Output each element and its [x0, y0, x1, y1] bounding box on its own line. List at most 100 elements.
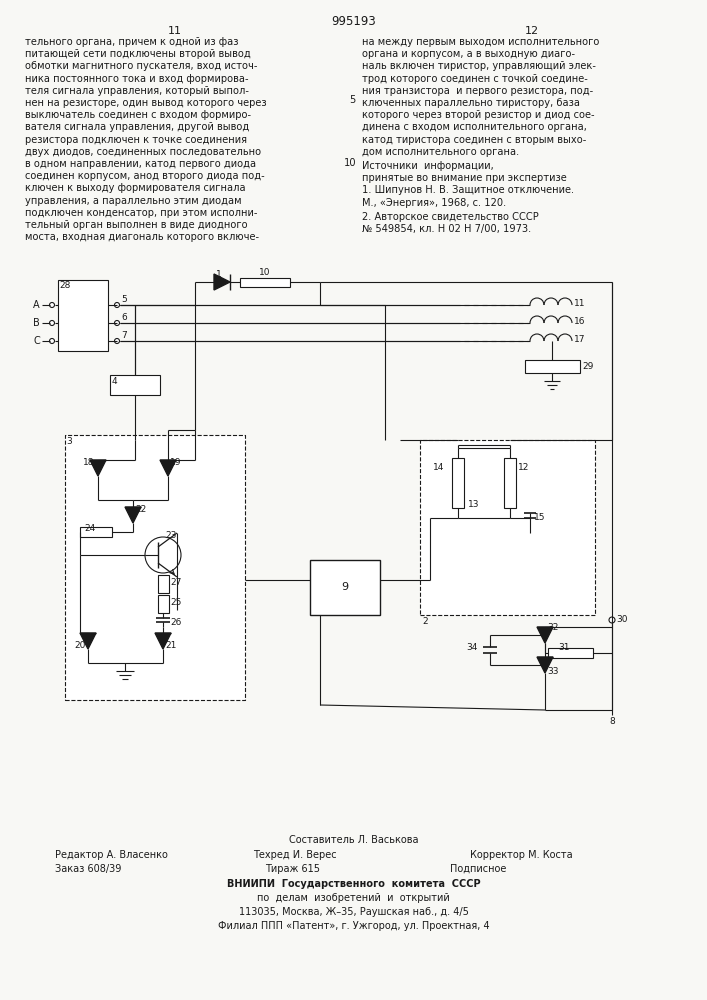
Text: Источники  информации,: Источники информации, [362, 161, 493, 171]
Bar [110, 375, 160, 395]
Circle shape [115, 338, 119, 344]
Text: 32: 32 [547, 623, 559, 632]
Text: 2: 2 [422, 617, 428, 626]
Polygon shape [160, 460, 176, 476]
Circle shape [609, 617, 615, 623]
Text: 10: 10 [259, 268, 271, 277]
Text: 2. Авторское свидетельство СССР: 2. Авторское свидетельство СССР [362, 212, 539, 222]
Text: тельного органа, причем к одной из фаз: тельного органа, причем к одной из фаз [25, 37, 238, 47]
Text: 15: 15 [534, 513, 546, 522]
Text: вателя сигнала управления, другой вывод: вателя сигнала управления, другой вывод [25, 122, 250, 132]
Text: 20: 20 [75, 641, 86, 650]
Polygon shape [125, 507, 141, 523]
Text: Составитель Л. Васькова: Составитель Л. Васькова [288, 835, 419, 845]
Text: Корректор М. Коста: Корректор М. Коста [470, 850, 573, 860]
Bar [240, 278, 290, 287]
Text: управления, а параллельно этим диодам: управления, а параллельно этим диодам [25, 196, 242, 206]
Text: 3: 3 [66, 437, 71, 446]
Text: тельный орган выполнен в виде диодного: тельный орган выполнен в виде диодного [25, 220, 247, 230]
Text: 1: 1 [216, 270, 222, 279]
Text: 9: 9 [341, 582, 349, 592]
Text: 28: 28 [59, 281, 71, 290]
Text: Подписное: Подписное [450, 864, 506, 874]
Text: на между первым выходом исполнительного: на между первым выходом исполнительного [362, 37, 600, 47]
Text: 31: 31 [558, 643, 570, 652]
Polygon shape [214, 274, 230, 290]
Text: 26: 26 [170, 618, 182, 627]
Bar [310, 560, 380, 615]
Text: органа и корпусом, а в выходную диаго-: органа и корпусом, а в выходную диаго- [362, 49, 575, 59]
Text: наль включен тиристор, управляющий элек-: наль включен тиристор, управляющий элек- [362, 61, 596, 71]
Text: 25: 25 [170, 598, 182, 607]
Text: 24: 24 [84, 524, 95, 533]
Text: B: B [33, 318, 40, 328]
Bar [65, 435, 245, 700]
Text: нен на резисторе, один вывод которого через: нен на резисторе, один вывод которого че… [25, 98, 267, 108]
Text: дом исполнительного органа.: дом исполнительного органа. [362, 147, 519, 157]
Text: 11: 11 [168, 26, 182, 36]
Polygon shape [155, 633, 171, 649]
Text: 6: 6 [121, 313, 127, 322]
Bar [80, 527, 112, 537]
Text: ния транзистора  и первого резистора, под-: ния транзистора и первого резистора, под… [362, 86, 593, 96]
Text: 23: 23 [165, 531, 176, 540]
Text: 7: 7 [121, 331, 127, 340]
Circle shape [49, 320, 54, 326]
Text: 17: 17 [574, 334, 585, 344]
Bar [452, 458, 464, 508]
Text: 33: 33 [547, 667, 559, 676]
Text: резистора подключен к точке соединения: резистора подключен к точке соединения [25, 135, 247, 145]
Text: 29: 29 [582, 362, 593, 371]
Circle shape [145, 537, 181, 573]
Text: 1. Шипунов Н. В. Защитное отключение.: 1. Шипунов Н. В. Защитное отключение. [362, 185, 574, 195]
Text: 19: 19 [170, 458, 182, 467]
Text: ключенных параллельно тиристору, база: ключенных параллельно тиристору, база [362, 98, 580, 108]
Text: принятые во внимание при экспертизе: принятые во внимание при экспертизе [362, 173, 567, 183]
Bar [504, 458, 516, 508]
Text: катод тиристора соединен с вторым выхо-: катод тиристора соединен с вторым выхо- [362, 135, 586, 145]
Text: 34: 34 [467, 644, 478, 652]
Text: ника постоянного тока и вход формирова-: ника постоянного тока и вход формирова- [25, 74, 249, 84]
Text: 12: 12 [518, 463, 530, 472]
Text: 113035, Москва, Ж–35, Раушская наб., д. 4/5: 113035, Москва, Ж–35, Раушская наб., д. … [238, 907, 469, 917]
Text: A: A [33, 300, 40, 310]
Circle shape [115, 320, 119, 326]
Bar [158, 575, 169, 593]
Bar [525, 360, 580, 373]
Text: № 549854, кл. Н 02 Н 7/00, 1973.: № 549854, кл. Н 02 Н 7/00, 1973. [362, 224, 531, 234]
Polygon shape [537, 627, 553, 643]
Polygon shape [90, 460, 106, 476]
Text: моста, входная диагональ которого включе-: моста, входная диагональ которого включе… [25, 232, 259, 242]
Circle shape [115, 302, 119, 308]
Bar [420, 440, 595, 615]
Text: 30: 30 [616, 614, 628, 624]
Text: подключен конденсатор, при этом исполни-: подключен конденсатор, при этом исполни- [25, 208, 257, 218]
Text: питающей сети подключены второй вывод: питающей сети подключены второй вывод [25, 49, 251, 59]
Text: 13: 13 [468, 500, 479, 509]
Circle shape [49, 338, 54, 344]
Circle shape [49, 302, 54, 308]
Text: ВНИИПИ  Государственного  комитета  СССР: ВНИИПИ Государственного комитета СССР [227, 879, 480, 889]
Text: C: C [33, 336, 40, 346]
Text: 4: 4 [112, 377, 117, 386]
Text: 10: 10 [344, 158, 356, 168]
Text: Техред И. Верес: Техред И. Верес [253, 850, 337, 860]
Bar [158, 595, 169, 613]
Text: 12: 12 [525, 26, 539, 36]
Text: теля сигнала управления, который выпол-: теля сигнала управления, который выпол- [25, 86, 249, 96]
Text: 11: 11 [574, 298, 585, 308]
Text: в одном направлении, катод первого диода: в одном направлении, катод первого диода [25, 159, 256, 169]
Text: трод которого соединен с точкой соедине-: трод которого соединен с точкой соедине- [362, 74, 588, 84]
Text: которого через второй резистор и диод сое-: которого через второй резистор и диод со… [362, 110, 595, 120]
Polygon shape [80, 633, 96, 649]
Text: 5: 5 [121, 295, 127, 304]
Text: выключатель соединен с входом формиро-: выключатель соединен с входом формиро- [25, 110, 251, 120]
Text: 21: 21 [165, 641, 176, 650]
Text: 14: 14 [433, 463, 444, 472]
Text: 22: 22 [135, 505, 146, 514]
Text: 27: 27 [170, 578, 182, 587]
Text: обмотки магнитного пускателя, вход источ-: обмотки магнитного пускателя, вход источ… [25, 61, 257, 71]
Text: 16: 16 [574, 316, 585, 326]
Text: соединен корпусом, анод второго диода под-: соединен корпусом, анод второго диода по… [25, 171, 264, 181]
Text: Редактор А. Власенко: Редактор А. Власенко [55, 850, 168, 860]
